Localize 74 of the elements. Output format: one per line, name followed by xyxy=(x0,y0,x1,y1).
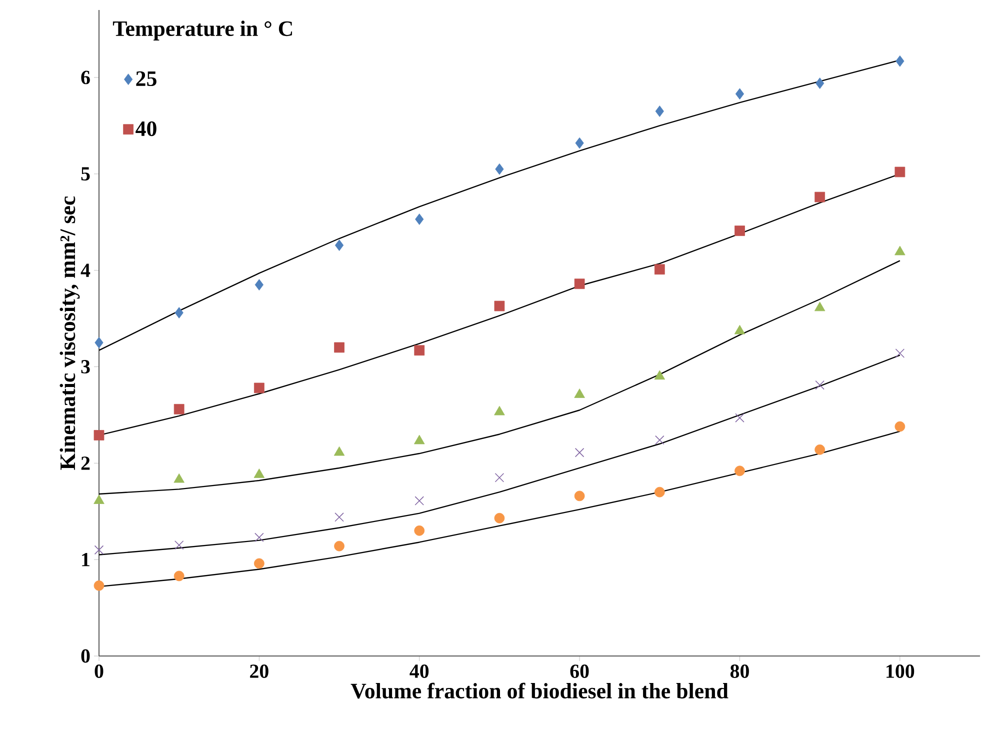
y-tick-label: 2 xyxy=(81,456,90,470)
y-tick-label: 4 xyxy=(80,264,90,277)
y-tick-label: 3 xyxy=(81,360,90,374)
point xyxy=(495,163,504,175)
point xyxy=(174,404,184,414)
point xyxy=(815,380,824,390)
point xyxy=(816,78,824,89)
point xyxy=(494,300,505,312)
x-axis-title: Volume fraction of biodiesel in the blend xyxy=(350,682,728,699)
legend-label: 25 xyxy=(136,71,156,86)
x-tick-label: 40 xyxy=(410,664,429,678)
point xyxy=(894,421,906,432)
line-series xyxy=(99,354,901,556)
y-tick-label: 1 xyxy=(82,553,90,566)
point xyxy=(94,494,104,504)
point xyxy=(94,580,104,591)
point xyxy=(894,166,906,178)
point xyxy=(494,406,505,416)
x-tick-label: 60 xyxy=(570,664,589,678)
point xyxy=(896,55,904,67)
point xyxy=(894,246,906,256)
point xyxy=(174,570,184,582)
point xyxy=(814,444,826,455)
point xyxy=(254,468,265,478)
point xyxy=(814,302,826,312)
legend-label: 40 xyxy=(136,121,156,136)
point xyxy=(334,240,344,251)
point xyxy=(494,473,504,482)
x-tick-label: 80 xyxy=(730,664,749,678)
point xyxy=(174,473,184,483)
point xyxy=(414,345,425,356)
point xyxy=(575,137,584,149)
point xyxy=(334,446,345,456)
point xyxy=(735,88,744,100)
y-tick-label: 6 xyxy=(81,70,90,84)
point xyxy=(414,496,424,506)
point xyxy=(334,512,344,522)
point xyxy=(334,540,344,552)
point xyxy=(174,307,184,318)
point xyxy=(414,434,425,444)
point xyxy=(735,413,744,422)
point xyxy=(574,388,585,398)
point xyxy=(574,448,584,458)
point xyxy=(494,512,505,524)
point xyxy=(814,192,826,202)
point xyxy=(254,279,264,290)
point xyxy=(654,370,666,380)
point xyxy=(94,545,104,555)
point xyxy=(654,486,665,498)
point xyxy=(574,490,585,502)
point xyxy=(174,540,184,550)
point xyxy=(734,466,745,476)
legend-title: Temperature in ° C xyxy=(112,20,292,41)
x-tick-label: 20 xyxy=(250,664,268,678)
point xyxy=(654,264,665,275)
point xyxy=(415,214,424,225)
point xyxy=(94,336,104,348)
point xyxy=(655,435,664,445)
point xyxy=(895,348,905,358)
point xyxy=(414,525,425,536)
point xyxy=(254,532,264,542)
point xyxy=(94,430,104,440)
x-tick-label: 0 xyxy=(94,664,104,678)
point xyxy=(254,382,264,394)
point xyxy=(334,342,344,353)
point xyxy=(655,106,664,117)
point xyxy=(254,558,264,569)
point xyxy=(734,226,745,236)
y-axis-title: Kinematic viscosity, mm²/ sec xyxy=(60,196,80,470)
y-tick-label: 0 xyxy=(81,649,90,663)
y-tick-label: 5 xyxy=(81,167,90,181)
point xyxy=(574,278,585,290)
point xyxy=(734,324,746,334)
x-tick-label: 100 xyxy=(886,664,914,678)
